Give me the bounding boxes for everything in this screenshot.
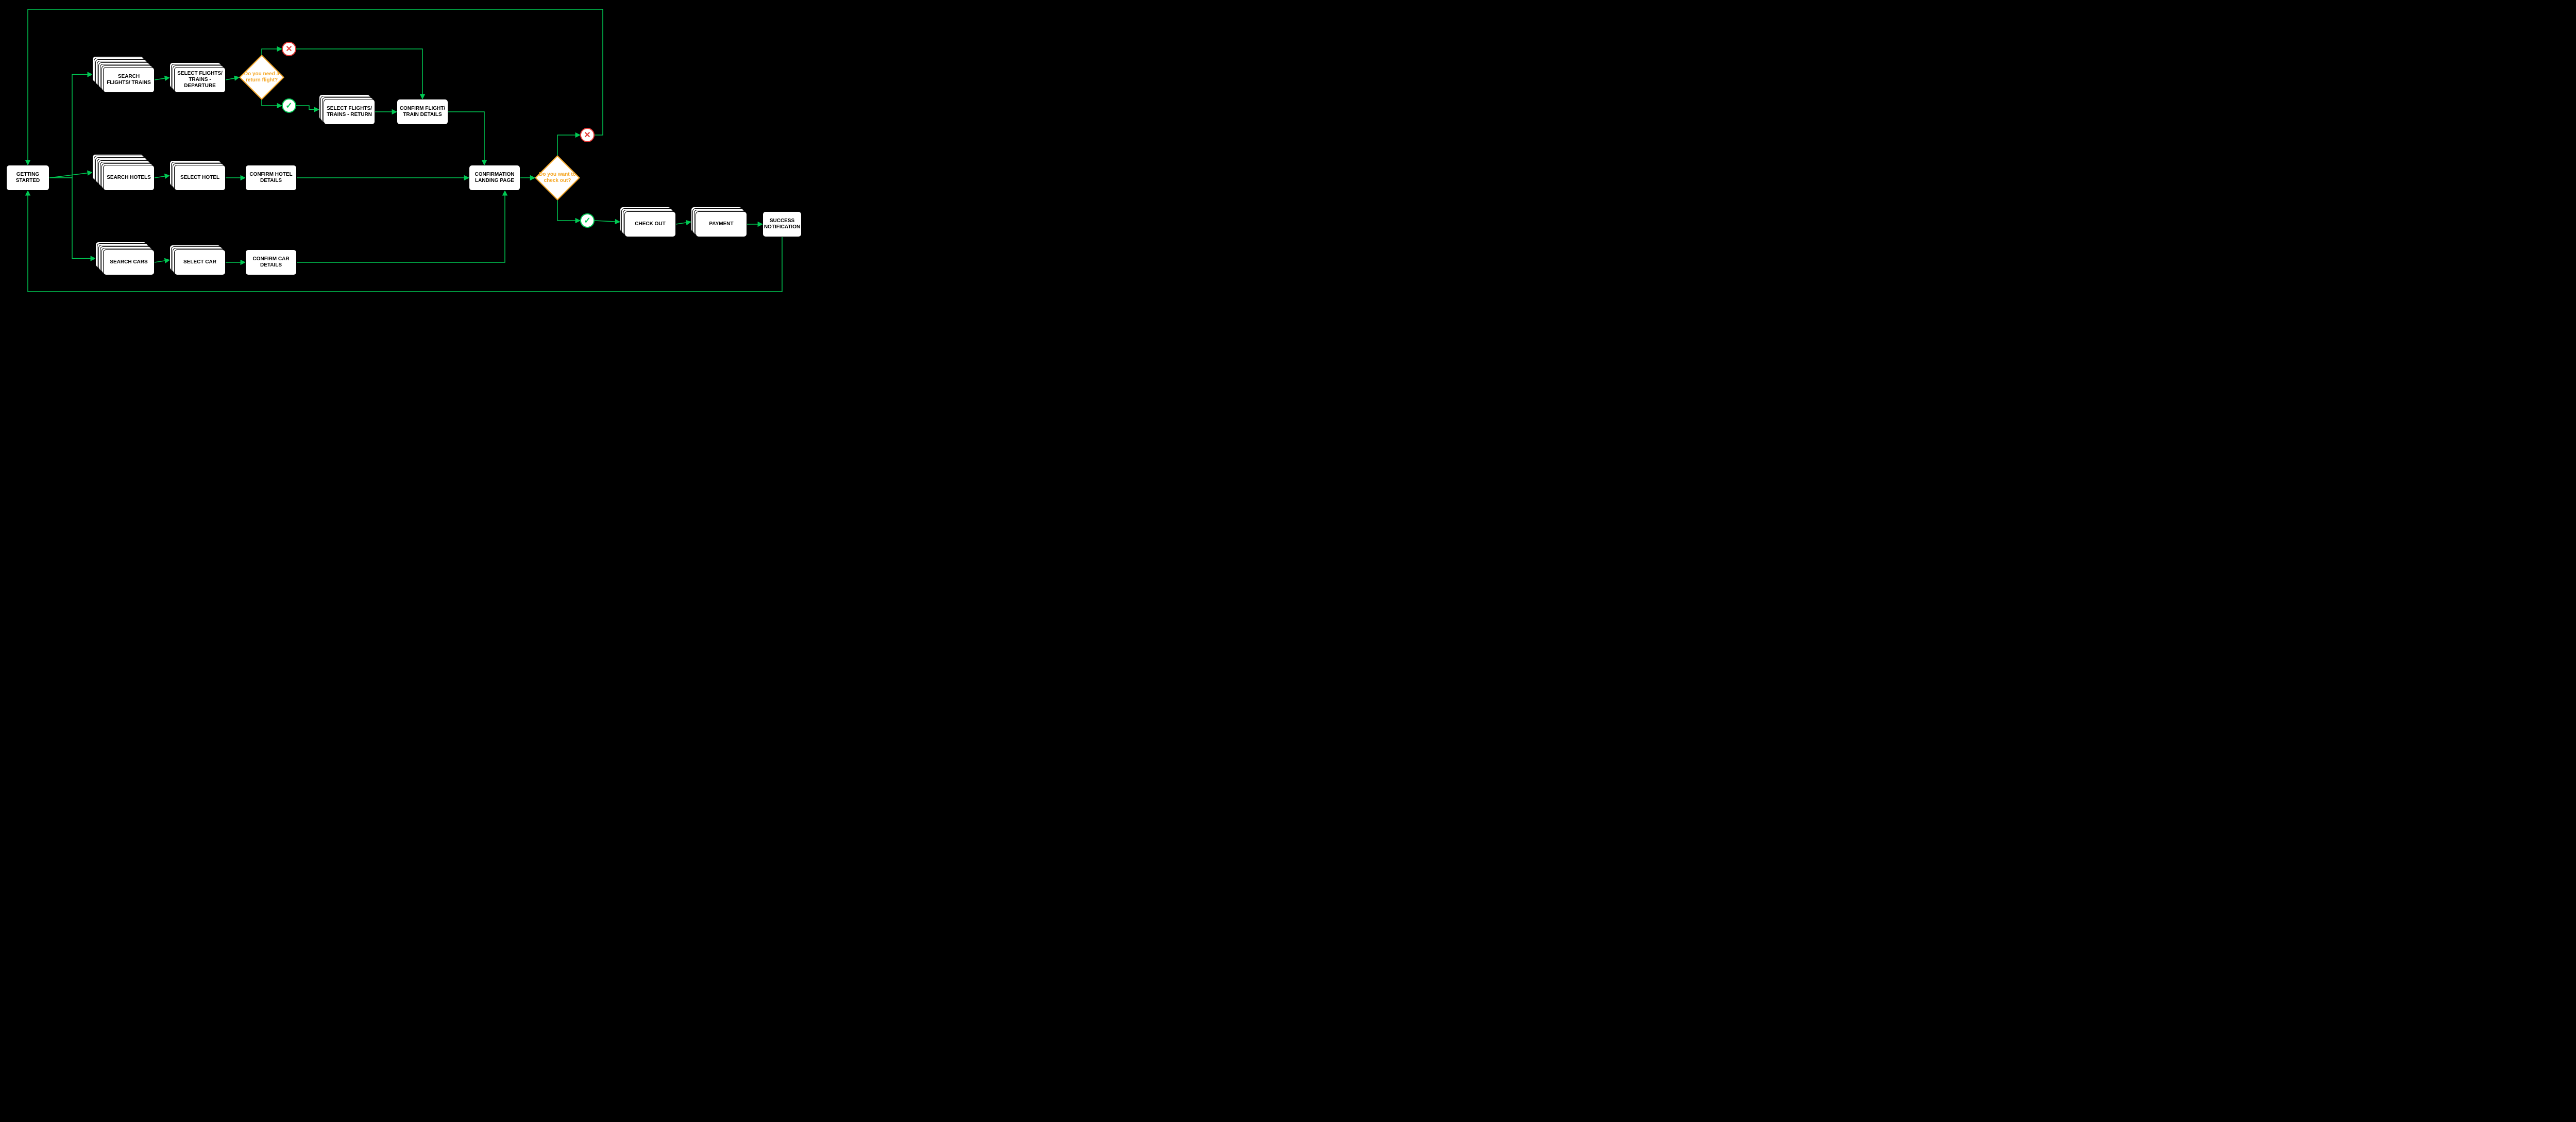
node-payment: PAYMENT [696, 211, 747, 237]
flowchart-canvas: GETTING STARTED SEARCH FLIGHTS/ TRAINS SEL… [0, 0, 804, 300]
node-success: SUCCESS NOTIFICATION [762, 211, 802, 237]
cross-icon: ✕ [282, 42, 296, 56]
node-search_cars: SEARCH CARS [103, 249, 155, 275]
node-confirm_car: CONFIRM CAR DETAILS [245, 249, 297, 275]
cross-icon: ✕ [580, 128, 595, 142]
decision-decision_checkout [535, 155, 580, 200]
check-icon: ✓ [580, 213, 595, 228]
node-select_hotel: SELECT HOTEL [174, 165, 226, 191]
node-confirm_flight: CONFIRM FLIGHT/ TRAIN DETAILS [397, 99, 448, 125]
node-select_flights_ret: SELECT FLIGHTS/ TRAINS - RETURN [324, 99, 375, 125]
node-select_flights_dep: SELECT FLIGHTS/ TRAINS - DEPARTURE [174, 67, 226, 93]
node-confirm_hotel: CONFIRM HOTEL DETAILS [245, 165, 297, 191]
node-select_car: SELECT CAR [174, 249, 226, 275]
node-search_hotels: SEARCH HOTELS [103, 165, 155, 191]
node-confirmation_landing: CONFIRMATION LANDING PAGE [469, 165, 520, 191]
node-getting_started: GETTING STARTED [6, 165, 49, 191]
node-check_out: CHECK OUT [624, 211, 676, 237]
decision-decision_return [239, 55, 284, 100]
check-icon: ✓ [282, 98, 296, 113]
node-search_flights: SEARCH FLIGHTS/ TRAINS [103, 67, 155, 93]
